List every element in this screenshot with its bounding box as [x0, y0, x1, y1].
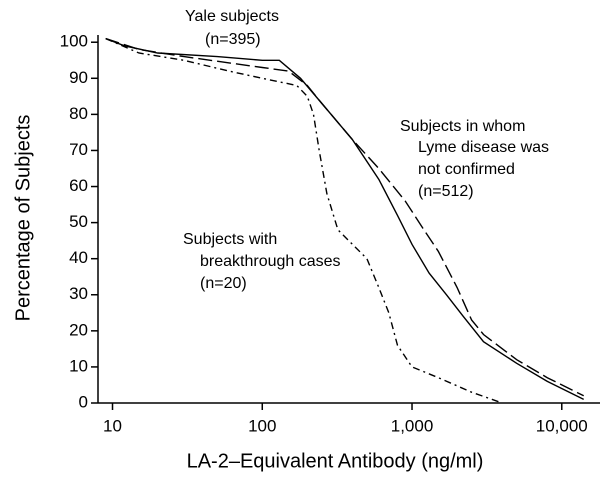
- y-tick-label: 0: [79, 392, 88, 411]
- annotation: Lyme disease was: [418, 139, 549, 156]
- y-axis-title: Percentage of Subjects: [12, 115, 34, 322]
- annotation: (n=512): [418, 183, 474, 200]
- y-tick-label: 50: [69, 212, 88, 231]
- series-line: [105, 37, 503, 404]
- annotation: Subjects in whom: [400, 118, 525, 135]
- x-tick-label: 10,000: [536, 416, 588, 435]
- annotation: (n=395): [205, 31, 261, 48]
- x-tick-label: 100: [248, 416, 276, 435]
- annotation: breakthrough cases: [200, 253, 341, 270]
- y-tick-label: 10: [69, 356, 88, 375]
- y-tick-label: 30: [69, 284, 88, 303]
- y-tick-label: 100: [60, 32, 88, 51]
- x-axis-title: LA-2–Equivalent Antibody (ng/ml): [187, 450, 484, 472]
- y-tick-label: 80: [69, 104, 88, 123]
- annotation: Subjects with: [183, 231, 277, 248]
- y-tick-label: 20: [69, 320, 88, 339]
- annotation: not confirmed: [418, 161, 515, 178]
- y-tick-label: 90: [69, 68, 88, 87]
- series-line: [105, 37, 585, 401]
- annotation: Yale subjects: [185, 8, 279, 25]
- y-tick-label: 40: [69, 248, 88, 267]
- annotation: (n=20): [200, 275, 247, 292]
- x-tick-label: 1,000: [391, 416, 434, 435]
- x-tick-label: 10: [103, 416, 122, 435]
- y-tick-label: 60: [69, 176, 88, 195]
- series-line: [105, 37, 585, 397]
- y-tick-label: 70: [69, 140, 88, 159]
